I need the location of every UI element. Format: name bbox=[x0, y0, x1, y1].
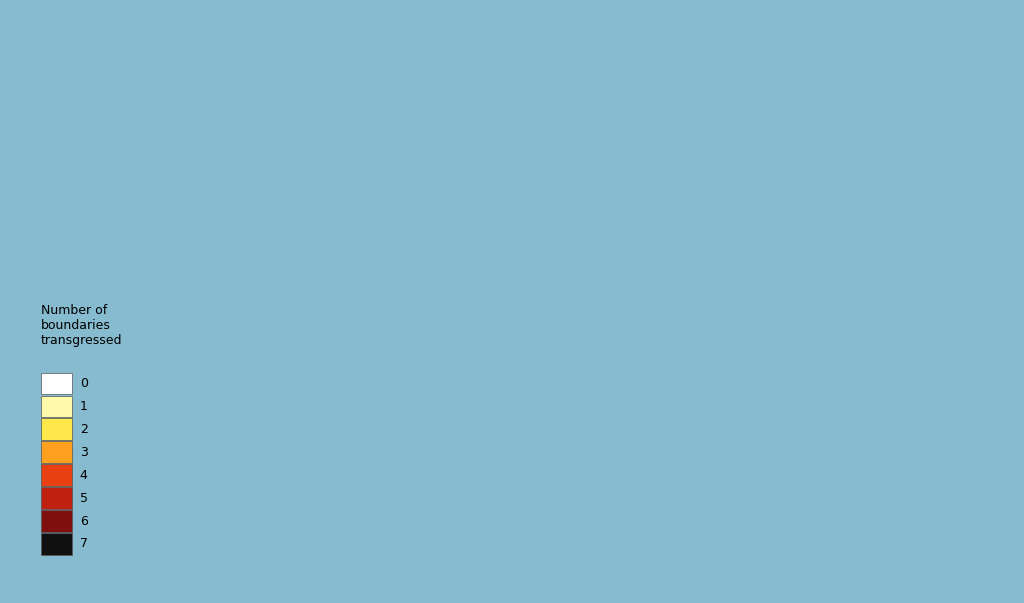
Text: 4: 4 bbox=[80, 469, 88, 482]
Text: Number of
boundaries
transgressed: Number of boundaries transgressed bbox=[41, 305, 123, 347]
Text: 1: 1 bbox=[80, 400, 88, 413]
Text: 7: 7 bbox=[80, 537, 88, 551]
Text: 6: 6 bbox=[80, 514, 88, 528]
Text: 3: 3 bbox=[80, 446, 88, 459]
Text: 0: 0 bbox=[80, 377, 88, 390]
Text: 2: 2 bbox=[80, 423, 88, 436]
Text: 5: 5 bbox=[80, 491, 88, 505]
